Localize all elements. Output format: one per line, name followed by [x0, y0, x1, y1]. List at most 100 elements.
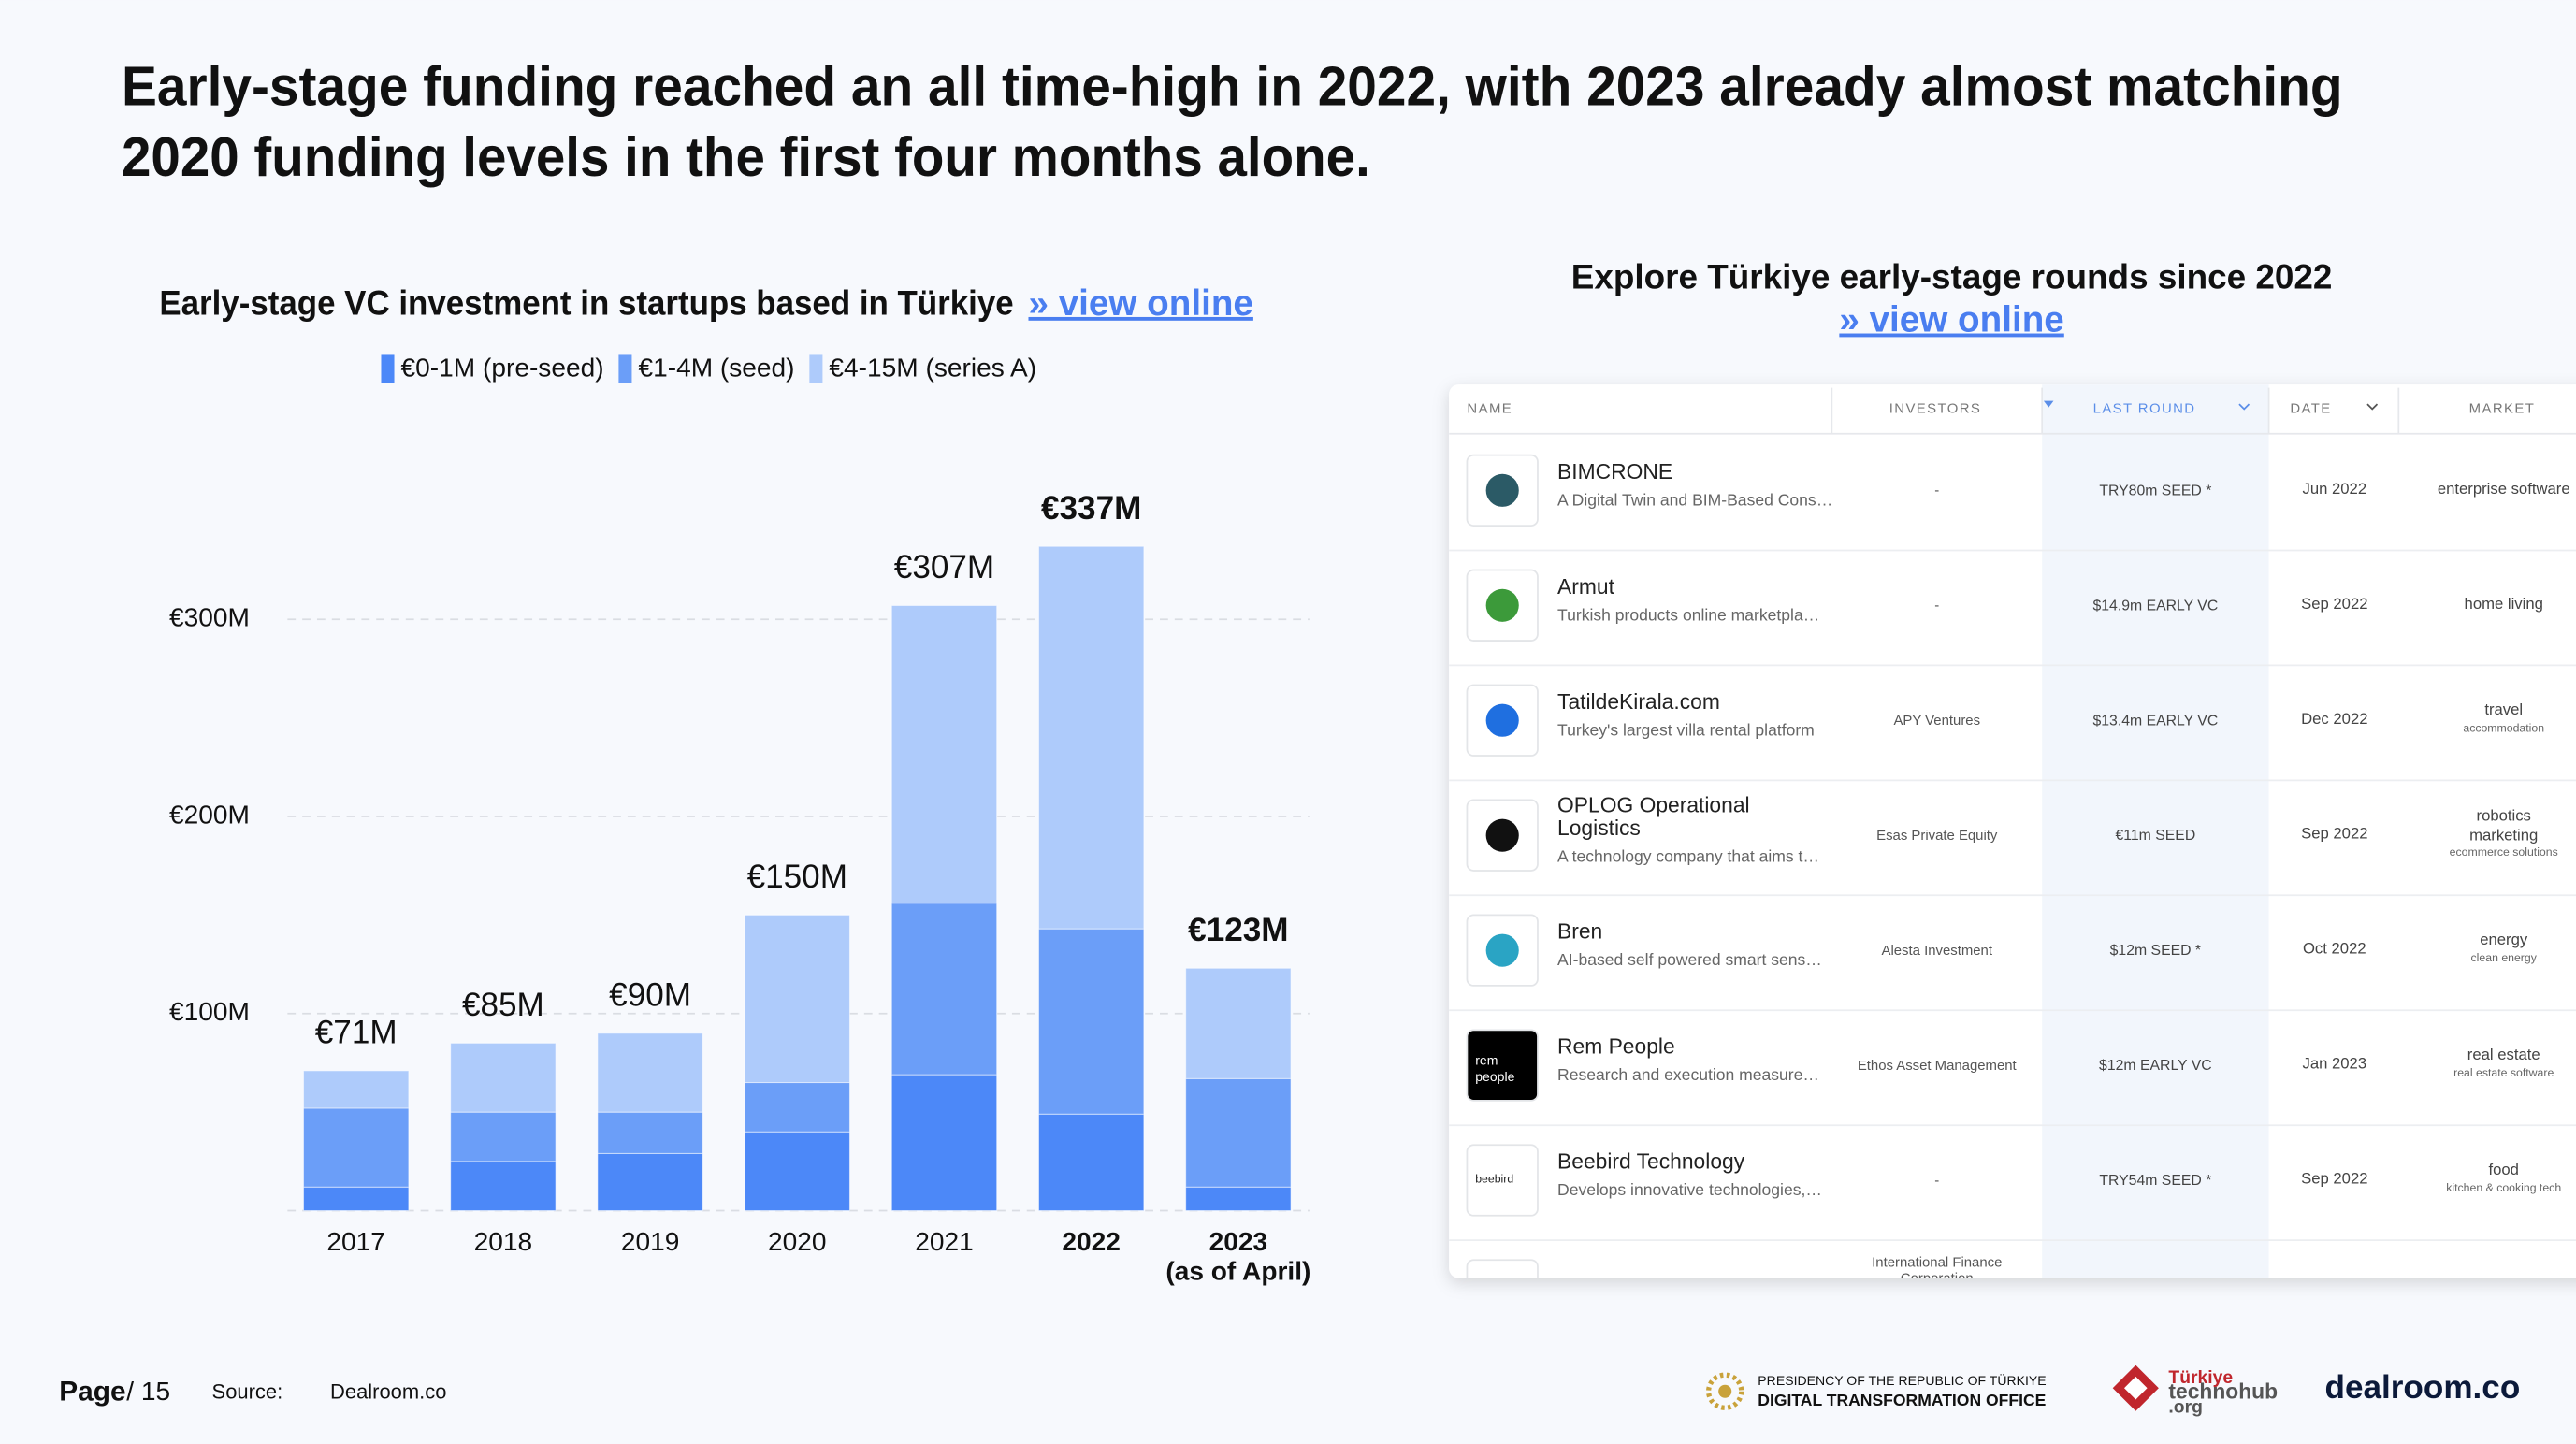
last-round: $12m EARLY VC — [2099, 1058, 2212, 1074]
investors: APY Ventures — [1893, 713, 1980, 729]
bar-segment — [450, 1111, 557, 1162]
logo-mark — [1485, 473, 1519, 507]
source: Dealroom.co — [330, 1379, 446, 1403]
bar-segment — [1037, 928, 1145, 1115]
company-description: Develops innovative technologies,… — [1557, 1180, 1822, 1199]
round-date: Dec 2022 — [2301, 710, 2367, 728]
bar-segment — [597, 1152, 703, 1212]
investors: Corporation — [1901, 1270, 1974, 1286]
sort-icon — [2043, 400, 2054, 408]
investors: - — [1934, 598, 1939, 614]
legend-swatch — [618, 354, 632, 383]
logo-frame — [1466, 1259, 1539, 1278]
logo-frame — [1466, 1029, 1539, 1102]
bar-segment — [597, 1111, 703, 1154]
emblem — [1705, 1372, 1744, 1410]
legend-swatch — [809, 354, 823, 383]
market: travel — [2484, 700, 2523, 718]
bar-segment — [1185, 1186, 1292, 1212]
logo-frame — [1466, 1144, 1539, 1217]
legend-label: €1-4M (seed) — [638, 354, 794, 383]
bar-segment — [302, 1107, 410, 1188]
y-tick-label: €200M — [169, 800, 250, 829]
bar-segment — [1185, 1077, 1292, 1188]
table-card — [1449, 384, 2576, 1278]
x-tick-label: 2022 — [1062, 1227, 1121, 1256]
market-sub: clean energy — [2471, 951, 2538, 964]
office-name: DIGITAL TRANSFORMATION OFFICE — [1758, 1391, 2046, 1409]
last-round: €11m SEED — [2115, 828, 2195, 844]
legend-swatch — [381, 354, 395, 383]
y-tick-label: €100M — [169, 997, 250, 1026]
slide-title: 2020 funding levels in the first four mo… — [122, 125, 1370, 188]
total-label: €71M — [315, 1015, 398, 1051]
last-round: $12m SEED * — [2110, 943, 2201, 959]
market: energy — [2480, 931, 2528, 948]
market-sub: ecommerce solutions — [2450, 845, 2558, 859]
last-round: TRY54m SEED * — [2099, 1173, 2211, 1189]
round-date: Oct 2022 — [2303, 940, 2366, 958]
investors: Alesta Investment — [1882, 943, 1993, 959]
market-sub: real estate software — [2453, 1066, 2554, 1079]
view-online-link[interactable]: » view online — [1028, 283, 1252, 324]
company-description: A technology company that aims t… — [1557, 847, 1819, 866]
company-name: Logistics — [1557, 816, 1641, 840]
source-label: Source: — [212, 1379, 283, 1403]
page-label: Page — [59, 1376, 125, 1407]
legend-label: €4-15M (series A) — [829, 354, 1036, 383]
column-header: LAST ROUND — [2093, 400, 2196, 416]
investors: - — [1934, 1173, 1939, 1189]
column-header: NAME — [1467, 400, 1512, 416]
market: marketing — [2469, 826, 2538, 844]
column-header: DATE — [2290, 400, 2331, 416]
technohub-text: Türkiye — [2168, 1368, 2233, 1388]
last-round: TRY80m SEED * — [2099, 483, 2211, 498]
market: real estate — [2467, 1046, 2540, 1063]
company-description: AI-based self powered smart sens… — [1557, 950, 1822, 969]
x-tick-label: 2017 — [326, 1227, 384, 1256]
logo-text: beebird — [1475, 1172, 1513, 1185]
bar-segment — [890, 1074, 998, 1212]
column-header: INVESTORS — [1889, 400, 1982, 416]
slide-title: Early-stage funding reached an all time-… — [122, 54, 2343, 117]
bar-segment — [744, 914, 851, 1084]
column-header: MARKET — [2469, 400, 2536, 416]
bar-segment — [890, 604, 998, 904]
investors: Esas Private Equity — [1876, 828, 1998, 844]
x-tick-label: 2019 — [621, 1227, 680, 1256]
logo-mark — [1485, 818, 1519, 852]
table: NAME INVESTORS LAST ROUND DATE MARKET BIMCRON… — [1449, 384, 2576, 1286]
total-label: €85M — [462, 987, 544, 1023]
technohub-text: .org — [2168, 1397, 2202, 1417]
page-total: / 15 — [126, 1377, 170, 1406]
chevron — [2238, 403, 2250, 411]
bar-segment — [302, 1186, 410, 1212]
view-online-link[interactable]: » view online — [1839, 300, 2063, 340]
total-label: €123M — [1188, 912, 1288, 948]
emblem — [1718, 1384, 1732, 1398]
market: enterprise software — [2438, 480, 2570, 498]
last-round: $13.4m EARLY VC — [2092, 713, 2218, 729]
last-round: $14.9m EARLY VC — [2092, 598, 2218, 614]
company-name: Bren — [1557, 919, 1602, 944]
company-description: Research and execution measure… — [1557, 1065, 1819, 1084]
investors: - — [1934, 483, 1939, 498]
office-name: PRESIDENCY OF THE REPUBLIC OF TÜRKIYE — [1758, 1372, 2046, 1388]
x-tick-note: (as of April) — [1165, 1257, 1310, 1286]
round-date: Jun 2022 — [2303, 480, 2367, 498]
y-tick-label: €300M — [169, 603, 250, 632]
x-tick-label: 2023 — [1209, 1227, 1268, 1256]
technohub-text: technohub — [2168, 1379, 2278, 1404]
bar-segment — [744, 1131, 851, 1212]
round-date: Sep 2022 — [2301, 825, 2367, 843]
chevron — [2366, 403, 2379, 411]
chart-title: Early-stage VC investment in startups ba… — [159, 284, 1013, 323]
market: food — [2488, 1161, 2518, 1178]
table-title: Explore Türkiye early-stage rounds since… — [1571, 257, 2333, 296]
logo-text: people — [1475, 1069, 1514, 1084]
company-name: BIMCRONE — [1557, 459, 1672, 484]
company-name: Rem People — [1557, 1034, 1675, 1059]
bar-segment — [597, 1032, 703, 1113]
total-label: €90M — [609, 976, 691, 1013]
